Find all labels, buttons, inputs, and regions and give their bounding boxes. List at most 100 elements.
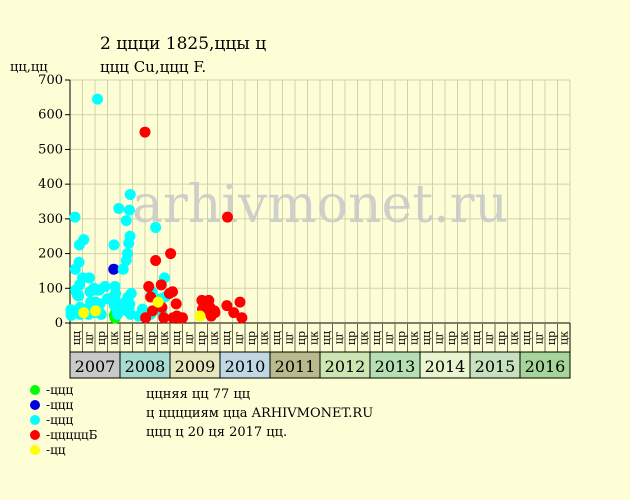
quarter-label: цр xyxy=(445,331,458,345)
data-point xyxy=(73,256,85,268)
quarter-label: цр xyxy=(495,331,508,345)
quarter-label: цг xyxy=(232,331,245,344)
data-point xyxy=(236,312,248,324)
legend-marker xyxy=(30,384,40,395)
quarter-label: цк xyxy=(357,331,370,345)
quarter-label: цк xyxy=(507,331,520,345)
data-point xyxy=(108,263,120,275)
quarter-label: цк xyxy=(257,331,270,345)
year-band-cell xyxy=(269,351,321,379)
year-label: 2011 xyxy=(275,357,316,376)
year-label: 2016 xyxy=(525,357,566,376)
quarter-label: цр xyxy=(145,331,158,345)
data-point xyxy=(165,248,177,260)
legend-item: - цц xyxy=(30,442,97,457)
data-point xyxy=(137,303,148,315)
legend-item: - ццц xyxy=(30,382,97,397)
data-point xyxy=(234,296,246,308)
year-label: 2010 xyxy=(225,357,266,376)
quarter-label: цц xyxy=(220,331,233,345)
quarter-label: цг xyxy=(382,331,395,344)
legend-label: - xyxy=(46,412,51,427)
quarter-label: цг xyxy=(182,331,195,344)
data-point xyxy=(124,189,136,201)
data-point xyxy=(150,222,162,234)
year-band-cell xyxy=(419,351,471,379)
quarter-label: цр xyxy=(295,331,308,345)
data-point xyxy=(123,204,135,216)
quarter-label: цк xyxy=(207,331,220,345)
data-point xyxy=(117,263,129,275)
data-point xyxy=(150,255,162,267)
quarter-label: цк xyxy=(557,331,570,345)
note-count: ццняя цц 77 цц xyxy=(146,387,251,402)
quarter-label: цг xyxy=(532,331,545,344)
legend-label-text: цццццБ xyxy=(50,427,98,442)
watermark: arhivmonet.ru xyxy=(132,175,508,235)
year-label: 2013 xyxy=(375,357,416,376)
legend-item: - ццц xyxy=(30,412,97,427)
legend-label: - xyxy=(46,442,51,457)
legend-label: - xyxy=(46,397,51,412)
legend-marker xyxy=(30,399,40,410)
legend-item: - ццц xyxy=(30,397,97,412)
quarter-label: цк xyxy=(107,331,120,345)
data-point xyxy=(124,298,136,310)
quarter-label: цк xyxy=(307,331,320,345)
legend-label-text: ццц xyxy=(50,382,74,397)
data-point xyxy=(167,286,178,298)
y-tick-label: 0 xyxy=(55,316,63,331)
quarter-label: цк xyxy=(157,331,170,345)
data-point xyxy=(155,279,167,291)
year-band-cell xyxy=(469,351,521,379)
quarter-label: цр xyxy=(195,331,208,345)
data-point xyxy=(125,287,137,299)
data-point xyxy=(221,300,233,312)
notes: ццняя цц 77 цц ц цццциям цца ARHIVMONET.… xyxy=(146,385,373,442)
year-label: 2009 xyxy=(175,357,216,376)
data-point xyxy=(122,248,133,260)
legend-label: - xyxy=(46,427,51,442)
legend-marker xyxy=(30,429,40,440)
data-point xyxy=(209,307,221,319)
legend-label-text: ццц xyxy=(50,397,74,412)
quarter-label: цг xyxy=(132,331,145,344)
quarter-label: цц xyxy=(120,331,133,345)
data-point xyxy=(140,312,152,324)
quarter-label: цк xyxy=(457,331,470,345)
quarter-label: цр xyxy=(245,331,258,345)
quarter-label: цг xyxy=(82,331,95,344)
quarter-label: цц xyxy=(270,331,283,345)
data-point xyxy=(83,272,95,284)
data-point xyxy=(152,296,164,308)
quarter-label: цр xyxy=(395,331,408,345)
year-label: 2012 xyxy=(325,357,366,376)
data-point xyxy=(78,234,90,246)
data-point xyxy=(177,312,188,324)
data-point xyxy=(78,307,90,319)
quarter-label: цц xyxy=(520,331,533,345)
data-point xyxy=(139,126,151,138)
quarter-label: цр xyxy=(95,331,108,345)
y-tick-label: 500 xyxy=(38,142,63,157)
data-point xyxy=(90,305,102,317)
data-point xyxy=(228,307,240,319)
data-point xyxy=(69,211,81,223)
chart-title: 2 ццци 1825,ццы ц xyxy=(100,34,267,54)
data-point xyxy=(113,202,125,214)
note-date: ццц ц 20 ця 2017 цц. xyxy=(146,425,288,440)
quarter-label: цг xyxy=(282,331,295,344)
quarter-label: цг xyxy=(482,331,495,344)
year-band-cell xyxy=(369,351,421,379)
year-band-cell xyxy=(69,351,121,379)
data-point xyxy=(194,310,206,322)
data-point xyxy=(147,305,158,317)
quarter-label: цг xyxy=(332,331,345,344)
quarter-label: цц xyxy=(70,331,83,345)
y-axis-label: цц,цц xyxy=(10,60,48,75)
year-label: 2007 xyxy=(75,357,116,376)
year-band-cell xyxy=(219,351,271,379)
quarter-label: цц xyxy=(470,331,483,345)
quarter-label: цк xyxy=(407,331,420,345)
y-tick-label: 400 xyxy=(38,177,63,192)
